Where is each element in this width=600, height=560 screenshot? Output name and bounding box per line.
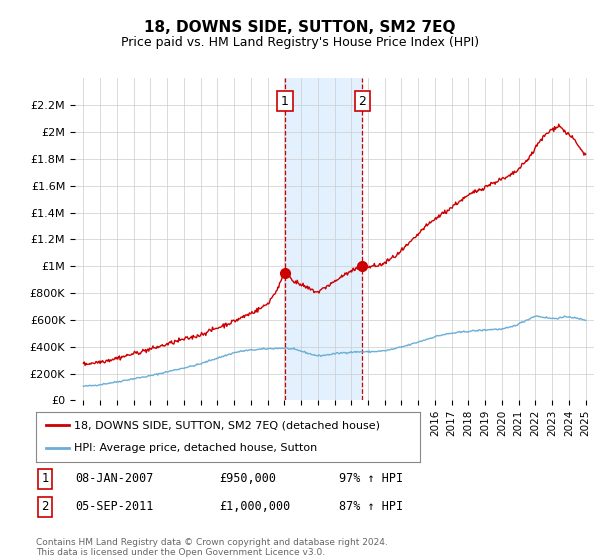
Text: £950,000: £950,000 bbox=[219, 472, 276, 486]
Text: 05-SEP-2011: 05-SEP-2011 bbox=[75, 500, 154, 514]
Text: 87% ↑ HPI: 87% ↑ HPI bbox=[339, 500, 403, 514]
Text: 2: 2 bbox=[359, 95, 367, 108]
Text: 1: 1 bbox=[281, 95, 289, 108]
Text: Price paid vs. HM Land Registry's House Price Index (HPI): Price paid vs. HM Land Registry's House … bbox=[121, 36, 479, 49]
Text: 2: 2 bbox=[41, 500, 49, 514]
Text: HPI: Average price, detached house, Sutton: HPI: Average price, detached house, Sutt… bbox=[74, 444, 317, 454]
Text: 97% ↑ HPI: 97% ↑ HPI bbox=[339, 472, 403, 486]
Bar bbox=[285, 78, 362, 400]
Text: 18, DOWNS SIDE, SUTTON, SM2 7EQ: 18, DOWNS SIDE, SUTTON, SM2 7EQ bbox=[144, 20, 456, 35]
Text: 18, DOWNS SIDE, SUTTON, SM2 7EQ (detached house): 18, DOWNS SIDE, SUTTON, SM2 7EQ (detache… bbox=[74, 420, 380, 430]
Text: Contains HM Land Registry data © Crown copyright and database right 2024.
This d: Contains HM Land Registry data © Crown c… bbox=[36, 538, 388, 557]
Text: £1,000,000: £1,000,000 bbox=[219, 500, 290, 514]
Text: 08-JAN-2007: 08-JAN-2007 bbox=[75, 472, 154, 486]
Text: 1: 1 bbox=[41, 472, 49, 486]
